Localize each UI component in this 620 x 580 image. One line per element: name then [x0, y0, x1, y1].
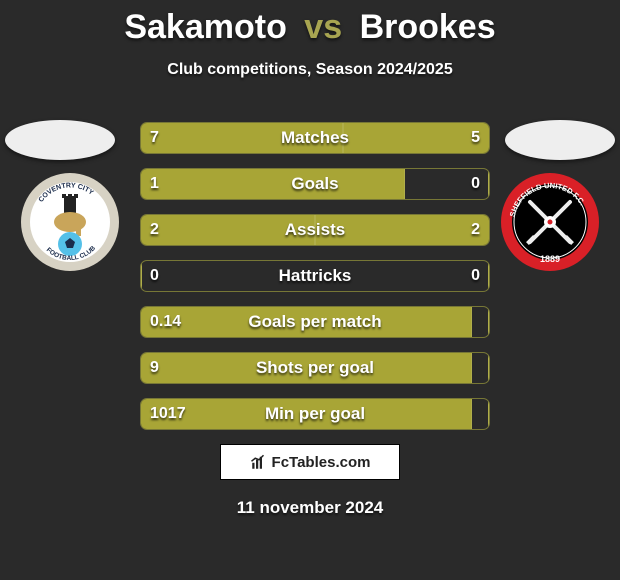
stat-row: Goals per match0.14 [140, 306, 490, 338]
vs-text: vs [304, 8, 342, 46]
stat-bar-left [141, 399, 472, 429]
stat-bar-left [141, 307, 472, 337]
stats-bars: Matches75 Goals10 Assists22 Hattricks00 Goal… [140, 122, 490, 444]
stat-row: Goals10 [140, 168, 490, 200]
player1-name: Sakamoto [124, 8, 287, 46]
stat-bar-left [141, 215, 315, 245]
club-crest-left: COVENTRY CITY FOOTBALL CLUB [20, 172, 120, 272]
stat-bar-left [141, 261, 142, 291]
player1-photo [5, 120, 115, 160]
stat-bar-track [140, 352, 490, 384]
stat-row: Matches75 [140, 122, 490, 154]
stat-row: Min per goal1017 [140, 398, 490, 430]
stat-bar-left [141, 353, 472, 383]
stat-bar-track [140, 214, 490, 246]
svg-text:1889: 1889 [540, 254, 560, 264]
stat-bar-right [315, 215, 489, 245]
comparison-title: Sakamoto vs Brookes [0, 0, 620, 47]
source-logo-text: FcTables.com [272, 454, 371, 471]
stat-bar-right [343, 123, 489, 153]
stat-bar-track [140, 398, 490, 430]
stat-bar-track [140, 306, 490, 338]
stat-bar-track [140, 122, 490, 154]
stat-bar-track [140, 168, 490, 200]
source-logo: FcTables.com [220, 444, 400, 480]
chart-icon [250, 453, 268, 471]
date-text: 11 november 2024 [0, 498, 620, 518]
stat-bar-right [488, 169, 489, 199]
stat-bar-left [141, 123, 343, 153]
club-crest-right: SHEFFIELD UNITED F.C. 1889 [500, 172, 600, 272]
player2-photo [505, 120, 615, 160]
stat-bar-track [140, 260, 490, 292]
stat-bar-right [488, 307, 489, 337]
player2-name: Brookes [360, 8, 496, 46]
stat-row: Assists22 [140, 214, 490, 246]
stat-bar-left [141, 169, 405, 199]
stat-bar-right [488, 261, 489, 291]
stat-bar-right [488, 399, 489, 429]
stat-row: Shots per goal9 [140, 352, 490, 384]
subtitle: Club competitions, Season 2024/2025 [0, 61, 620, 79]
stat-row: Hattricks00 [140, 260, 490, 292]
stat-bar-right [488, 353, 489, 383]
